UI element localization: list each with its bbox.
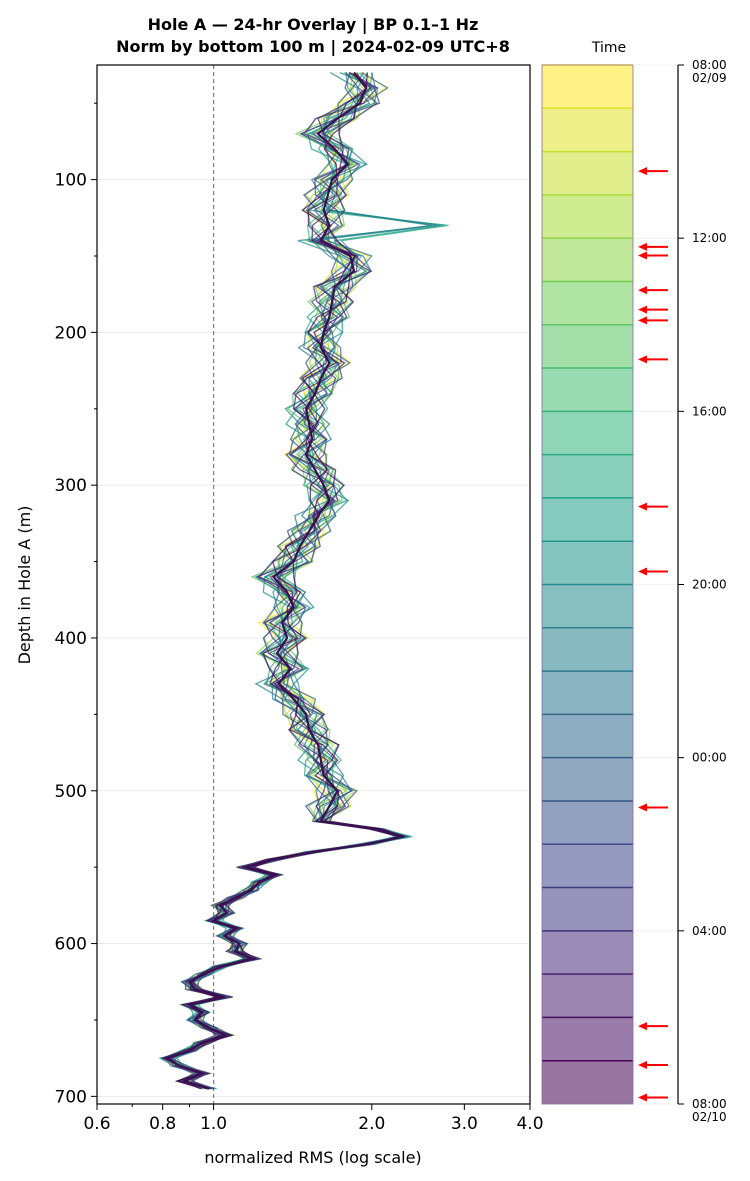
time-tick-label: 12:00	[692, 231, 727, 245]
time-tick-label: 20:00	[692, 578, 727, 592]
time-tick-label: 00:00	[692, 751, 727, 765]
marker-arrow-head	[638, 242, 647, 251]
marker-arrow-head	[638, 251, 647, 260]
colorbar-band	[542, 757, 633, 801]
marker-arrow-head	[638, 167, 647, 176]
plot-background	[97, 65, 530, 1104]
title-line-1: Hole A — 24-hr Overlay | BP 0.1–1 Hz	[148, 15, 479, 35]
marker-arrow-head	[638, 1093, 647, 1102]
colorbar-band	[542, 411, 633, 455]
y-axis-label: Depth in Hole A (m)	[15, 506, 34, 665]
colorbar: Time 08:0002/0912:0016:0020:0000:0004:00…	[541, 40, 727, 1124]
colorbar-band	[542, 714, 633, 758]
title-line-2: Norm by bottom 100 m | 2024-02-09 UTC+8	[116, 37, 510, 57]
plot-area: 100 200 300 400 500 600 700 0.6 0.8 1.0 2.0 3.0 4.0…	[15, 64, 544, 1167]
colorbar-band	[542, 627, 633, 672]
marker-arrow-head	[638, 286, 647, 295]
x-tick-label: 3.0	[451, 1114, 478, 1134]
marker-arrow-head	[638, 1022, 647, 1031]
series-line-latest	[165, 71, 405, 1090]
time-tick-label: 08:00	[692, 58, 727, 72]
x-tick-label: 4.0	[516, 1114, 543, 1134]
y-tick-label: 600	[55, 935, 87, 955]
marker-arrow-head	[638, 567, 647, 576]
marker-arrow-head	[638, 355, 647, 364]
colorbar-band	[542, 800, 633, 845]
colorbar-bands	[541, 64, 634, 1105]
colorbar-band	[542, 584, 633, 628]
marker-arrow-head	[638, 316, 647, 325]
colorbar-band	[542, 844, 633, 888]
time-tick-sublabel: 02/09	[692, 71, 727, 85]
y-tick-label: 700	[55, 1087, 87, 1107]
time-tick-label: 04:00	[692, 924, 727, 938]
colorbar-band	[542, 281, 633, 325]
colorbar-band	[542, 930, 633, 975]
x-tick-label: 1.0	[200, 1114, 227, 1134]
y-tick-label: 200	[55, 323, 87, 343]
y-tick-label: 300	[55, 476, 87, 496]
colorbar-band	[542, 974, 633, 1018]
time-tick-label: 08:00	[692, 1097, 727, 1111]
y-tick-label: 100	[55, 171, 87, 191]
marker-arrow-head	[638, 1061, 647, 1070]
colorbar-band	[542, 497, 633, 542]
colorbar-band	[542, 368, 633, 412]
colorbar-band	[542, 194, 633, 239]
plot-frame	[96, 64, 531, 1105]
colorbar-label: Time	[591, 40, 626, 56]
marker-arrow-head	[638, 803, 647, 812]
series-line	[168, 72, 407, 1090]
x-tick-label: 2.0	[358, 1114, 385, 1134]
colorbar-band	[542, 887, 633, 931]
x-tick-label: 0.8	[149, 1114, 176, 1134]
y-axis: 100 200 300 400 500 600 700	[55, 102, 97, 1107]
x-axis-label: normalized RMS (log scale)	[204, 1148, 421, 1167]
colorbar-band	[542, 151, 633, 195]
y-tick-label: 500	[55, 782, 87, 802]
time-axis: 08:0002/0912:0016:0020:0000:0004:0008:00…	[678, 58, 727, 1124]
series-line	[167, 72, 405, 1090]
x-tick-label: 0.6	[83, 1114, 110, 1134]
colorbar-band	[542, 238, 633, 282]
colorbar-band	[542, 65, 633, 109]
colorbar-band	[542, 1060, 633, 1104]
y-tick-label: 400	[55, 629, 87, 649]
colorbar-band	[542, 454, 633, 498]
marker-arrow-head	[638, 305, 647, 314]
colorbar-band	[542, 1017, 633, 1061]
colorbar-band	[542, 324, 633, 369]
time-tick-label: 16:00	[692, 404, 727, 418]
time-tick-sublabel: 02/10	[692, 1110, 727, 1124]
colorbar-band	[542, 671, 633, 715]
colorbar-grid	[633, 64, 678, 1105]
marker-arrow-head	[638, 502, 647, 511]
colorbar-band	[542, 108, 633, 152]
x-axis: 0.6 0.8 1.0 2.0 3.0 4.0	[83, 1104, 544, 1134]
series-group	[158, 71, 449, 1090]
colorbar-markers	[638, 167, 668, 1102]
colorbar-band	[542, 541, 633, 585]
